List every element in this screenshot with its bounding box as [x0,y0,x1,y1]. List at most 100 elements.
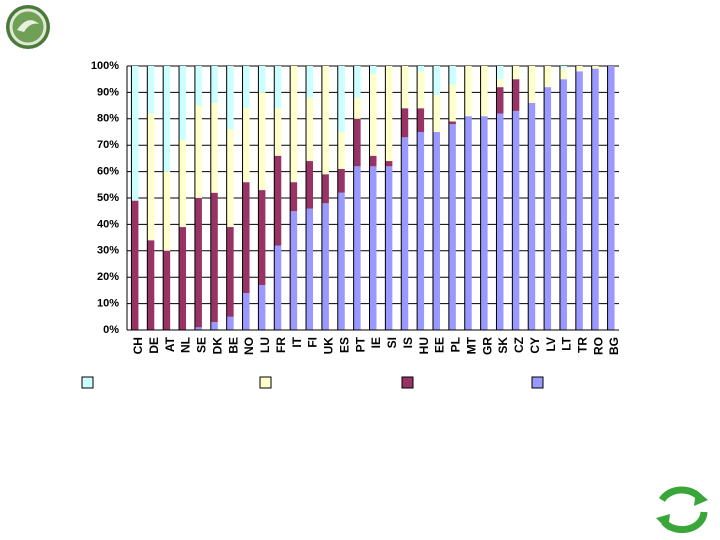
bar-segment [575,66,583,72]
x-tick-label: PL [449,337,463,352]
x-tick-label: FR [274,337,288,353]
bar-segment [226,316,234,330]
bar-segment [242,182,250,294]
bar-segment [337,168,345,193]
bar-segment [194,327,202,330]
x-tick-label: SK [496,337,510,354]
bar-segment [131,66,139,201]
x-tick-label: BE [226,337,240,354]
y-tick-label: 20% [97,271,119,283]
x-tick-label: PT [353,336,367,352]
bar-segment [448,84,456,122]
y-tick-label: 80% [97,113,119,125]
x-tick-label: LT [560,336,574,350]
y-tick-label: 0% [103,324,119,336]
bar-segment [401,108,409,138]
bar-segment [353,118,361,167]
x-tick-label: SE [195,337,209,353]
y-tick-label: 70% [97,139,119,151]
bar-segment [242,66,250,109]
bar-segment [512,110,520,330]
bar-segment [369,73,377,156]
bar-segment [337,132,345,169]
bar-segment [163,171,171,251]
x-tick-label: UK [322,337,336,355]
bar-segment [306,161,314,209]
bar-segment [607,66,615,330]
bar-segment [512,66,520,80]
bar-segment [464,66,472,117]
bar-segment [559,79,567,330]
x-tick-label: CY [528,337,542,354]
bar-segment [353,166,361,330]
x-tick-label: SI [385,337,399,348]
legend-swatch [531,376,544,389]
bar-segment [147,66,155,114]
bar-segment [591,68,599,330]
bar-segment [321,174,329,204]
bar-segment [179,66,187,140]
x-tick-label: RO [591,337,605,355]
bar-segment [369,166,377,330]
bar-segment [210,66,218,103]
x-tick-label: GR [480,337,494,355]
x-tick-label: AT [163,336,177,352]
bar-segment [226,129,234,228]
bar-segment [385,161,393,167]
recycle-arc [661,511,708,534]
recycle-icon [656,486,708,534]
x-tick-label: CZ [512,337,526,353]
legend-swatch [81,376,94,389]
legend-swatch [259,376,272,389]
bar-segment [210,102,218,193]
bar-segment [369,66,377,74]
bar-segment [512,79,520,111]
logo-leaf [17,20,39,32]
bar-segment [290,66,298,183]
bar-segment [432,132,440,330]
bar-segment [210,322,218,330]
bar-segment [194,105,202,198]
recycle-arc [659,486,703,503]
bar-segment [401,66,409,109]
bar-segment [194,198,202,328]
x-tick-label: HU [417,337,431,354]
bar-segment [274,108,282,156]
bar-segment [242,108,250,183]
bar-segment [528,66,536,103]
y-tick-label: 50% [97,192,119,204]
y-tick-label: 10% [97,298,119,310]
bar-segment [163,250,171,330]
bar-segment [179,227,187,330]
bar-segment [194,66,202,106]
x-tick-label: DE [147,337,161,354]
x-tick-label: FI [306,337,320,348]
recycle-arrow [694,490,708,506]
bar-segment [131,200,139,330]
bar-segment [274,66,282,109]
bar-segment [432,66,440,96]
bar-segment [591,66,599,69]
x-tick-label: MT [464,336,478,354]
bar-segment [417,71,425,109]
bar-segment [385,66,393,162]
x-tick-label: IS [401,337,415,348]
x-tick-label: BG [607,337,621,355]
bar-segment [290,182,298,212]
bar-segment [147,240,155,330]
x-tick-label: IT [290,336,304,347]
x-tick-label: CH [131,337,145,354]
bar-segment [496,113,504,331]
x-tick-label: ES [337,337,351,353]
plot: 0%10%20%30%40%50%60%70%80%90%100%CH DE AT N… [81,60,621,389]
bar-segment [274,155,282,246]
bar-segment [226,66,234,130]
x-tick-label: NO [242,337,256,355]
x-tick-label: LU [258,337,272,353]
bar-segment [385,166,393,330]
y-tick-label: 100% [91,60,119,72]
bar-segment [306,97,314,162]
bar-segment [258,285,266,330]
bar-segment [258,190,266,286]
